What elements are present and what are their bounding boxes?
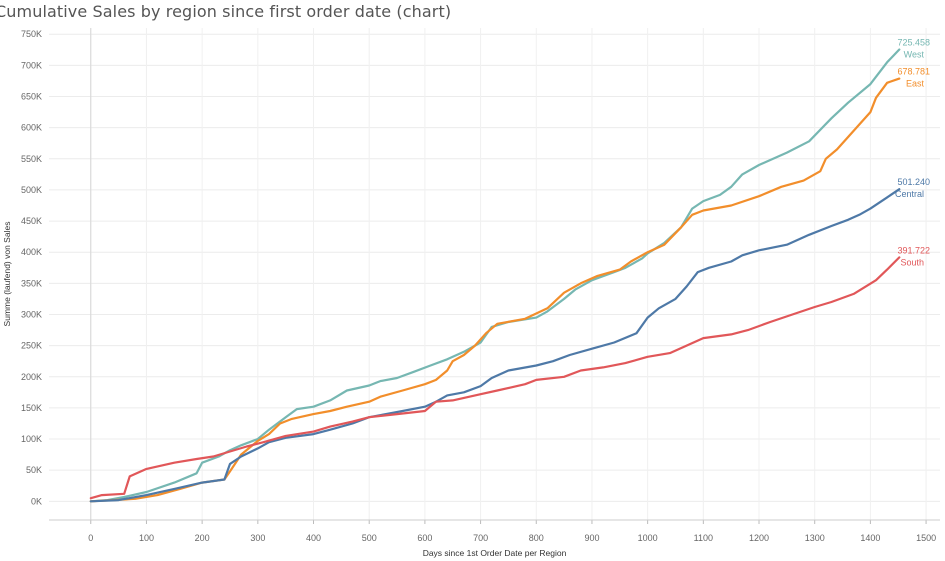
x-tick-label: 500 <box>362 533 377 543</box>
series-name-south: South <box>900 257 924 267</box>
y-tick-label: 650K <box>21 92 42 102</box>
series-end-value-east: 678.781 <box>897 67 930 77</box>
series-lines <box>89 48 901 503</box>
series-name-central: Central <box>895 189 924 199</box>
x-tick-label: 1300 <box>805 533 825 543</box>
y-tick-label: 750K <box>21 29 42 39</box>
x-tick-label: 0 <box>88 533 93 543</box>
y-tick-label: 550K <box>21 154 42 164</box>
y-tick-label: 350K <box>21 278 42 288</box>
chart-title: Cumulative Sales by region since first o… <box>0 2 452 21</box>
x-tick-label: 1400 <box>860 533 880 543</box>
series-line-east <box>89 77 901 503</box>
series-end-value-central: 501.240 <box>897 177 930 187</box>
x-tick-label: 700 <box>473 533 488 543</box>
series-end-labels: 725.458 West 678.781 East 501.240 Central 391.… <box>895 38 930 268</box>
y-tick-label: 300K <box>21 309 42 319</box>
x-tick-label: 300 <box>250 533 265 543</box>
x-tick-label: 1100 <box>694 533 713 543</box>
x-tick-label: 600 <box>417 533 432 543</box>
y-tick-label: 600K <box>21 123 42 133</box>
x-tick-label: 1000 <box>638 533 658 543</box>
x-axis-ticks: 0 100 200 300 400 500 600 700 800 900 1000 1100 1200… <box>49 519 940 543</box>
x-tick-label: 100 <box>139 533 154 543</box>
y-tick-label: 100K <box>21 434 42 444</box>
x-tick-label: 800 <box>529 533 544 543</box>
x-axis-title: Days since 1st Order Date per Region <box>423 548 567 558</box>
x-tick-label: 1500 <box>916 533 936 543</box>
y-tick-label: 0K <box>31 496 42 506</box>
y-axis-title: Summe (laufend) von Sales <box>2 222 12 327</box>
y-axis-ticks: 0K 50K 100K 150K 200K 250K 300K 350K 400K 450K 500… <box>21 29 42 506</box>
y-tick-label: 450K <box>21 216 42 226</box>
grid <box>49 28 940 520</box>
y-tick-label: 200K <box>21 372 42 382</box>
x-tick-label: 1200 <box>749 533 769 543</box>
y-tick-label: 400K <box>21 247 42 257</box>
y-tick-label: 500K <box>21 185 42 195</box>
y-tick-label: 50K <box>26 465 42 475</box>
series-name-east: East <box>906 79 925 89</box>
x-tick-label: 900 <box>584 533 599 543</box>
y-tick-label: 250K <box>21 341 42 351</box>
y-tick-label: 700K <box>21 60 42 70</box>
x-tick-label: 200 <box>195 533 210 543</box>
series-line-central <box>89 188 901 503</box>
x-tick-label: 400 <box>306 533 321 543</box>
series-end-value-south: 391.722 <box>897 245 930 255</box>
series-line-west <box>89 48 901 503</box>
series-end-value-west: 725.458 <box>897 38 930 48</box>
series-name-west: West <box>904 50 925 60</box>
y-tick-label: 150K <box>21 403 42 413</box>
series-line-south <box>89 256 901 500</box>
